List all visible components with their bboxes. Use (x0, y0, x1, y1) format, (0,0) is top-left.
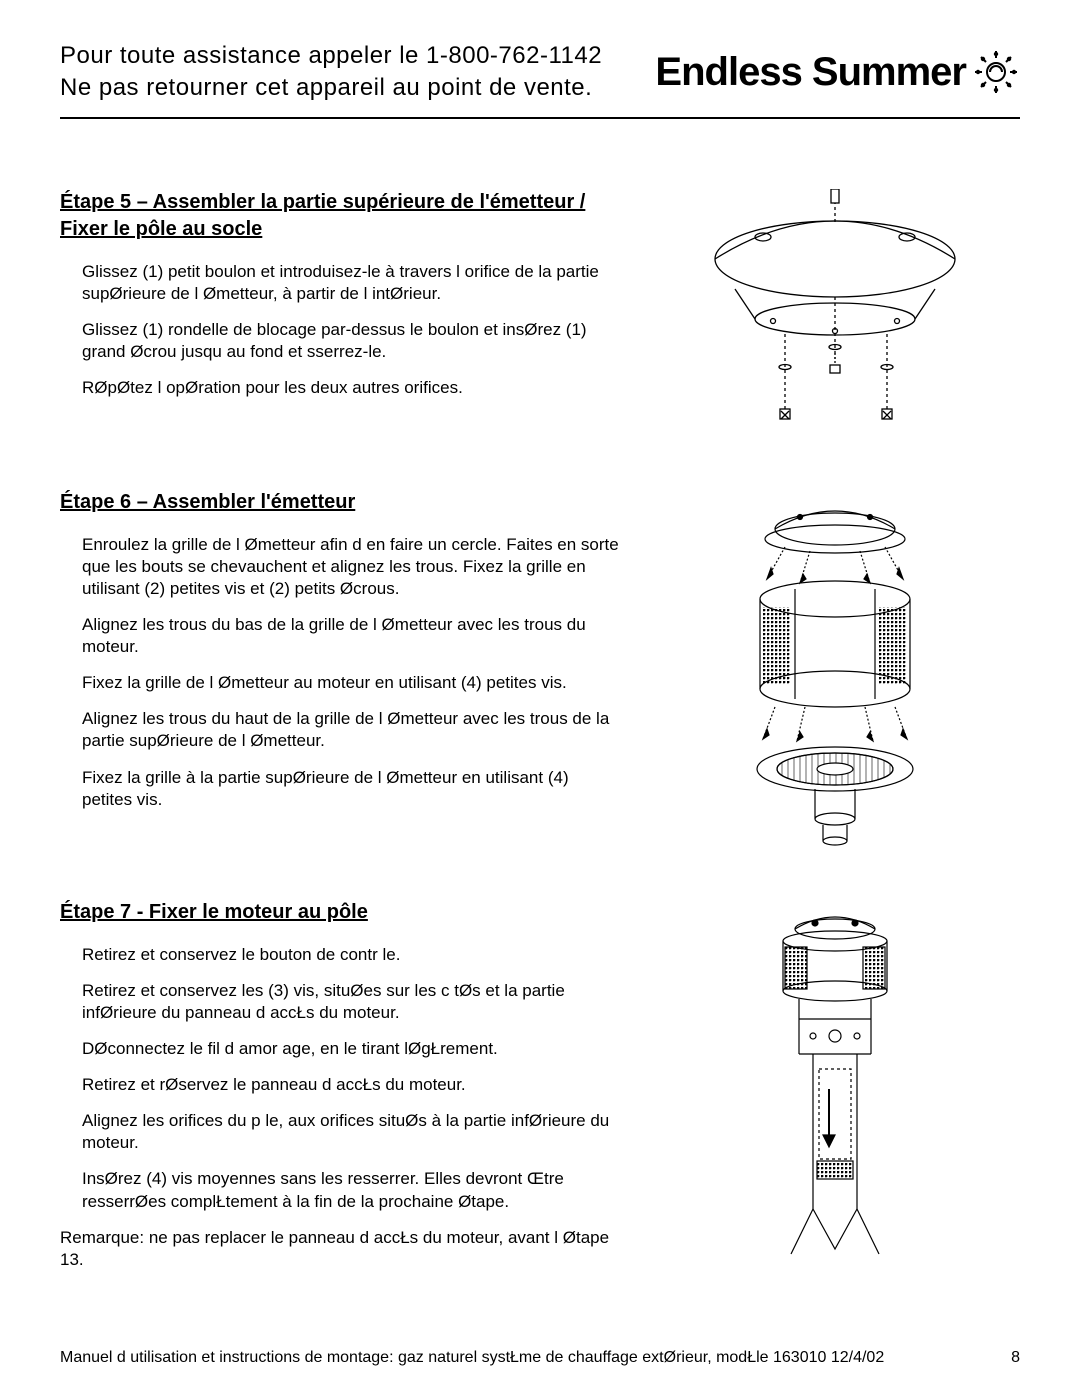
step-7-p1: Retirez et conservez le bouton de contr … (82, 944, 620, 966)
step-5-diagram (650, 189, 1020, 429)
step-6-p2: Alignez les trous du bas de la grille de… (82, 614, 620, 658)
step-5-p1: Glissez (1) petit boulon et introduisez-… (82, 261, 620, 305)
step-7-p5: Alignez les orifices du p le, aux orific… (82, 1110, 620, 1154)
step-6-text: Étape 6 – Assembler l'émetteur Enroulez … (60, 489, 620, 849)
step-6-diagram (650, 489, 1020, 849)
step-7-text: Étape 7 - Fixer le moteur au pôle Retire… (60, 899, 620, 1285)
step-5-section: Étape 5 – Assembler la partie supérieure… (60, 189, 1020, 429)
step-5-title: Étape 5 – Assembler la partie supérieure… (60, 189, 620, 243)
step-5-p3: RØpØtez l opØration pour les deux autres… (82, 377, 620, 399)
step-6-title: Étape 6 – Assembler l'émetteur (60, 489, 620, 516)
step-6-p3: Fixez la grille de l Ømetteur au moteur … (82, 672, 620, 694)
step-5-p2: Glissez (1) rondelle de blocage par-dess… (82, 319, 620, 363)
brand-name: Endless Summer (655, 50, 966, 95)
page-header: Pour toute assistance appeler le 1-800-7… (60, 40, 1020, 119)
step-7-p4: Retirez et rØservez le panneau d accŁs d… (82, 1074, 620, 1096)
step-7-diagram (650, 899, 1020, 1285)
step-7-p3: DØconnectez le fil d amor age, en le tir… (82, 1038, 620, 1060)
step-7-title: Étape 7 - Fixer le moteur au pôle (60, 899, 620, 926)
assistance-text: Pour toute assistance appeler le 1-800-7… (60, 40, 602, 105)
sun-icon (972, 48, 1020, 96)
step-7-p6: InsØrez (4) vis moyennes sans les resser… (82, 1168, 620, 1212)
page-number: 8 (1011, 1349, 1020, 1367)
assistance-line1: Pour toute assistance appeler le 1-800-7… (60, 40, 602, 72)
step-7-section: Étape 7 - Fixer le moteur au pôle Retire… (60, 899, 1020, 1285)
brand-logo: Endless Summer (655, 48, 1020, 96)
step-6-p4: Alignez les trous du haut de la grille d… (82, 708, 620, 752)
step-6-section: Étape 6 – Assembler l'émetteur Enroulez … (60, 489, 1020, 849)
footer-text: Manuel d utilisation et instructions de … (60, 1349, 884, 1367)
step-5-text: Étape 5 – Assembler la partie supérieure… (60, 189, 620, 429)
step-7-p2: Retirez et conservez les (3) vis, situØe… (82, 980, 620, 1024)
step-7-note: Remarque: ne pas replacer le panneau d a… (60, 1227, 620, 1271)
page-footer: Manuel d utilisation et instructions de … (60, 1349, 1020, 1367)
step-6-p1: Enroulez la grille de l Ømetteur afin d … (82, 534, 620, 600)
assistance-line2: Ne pas retourner cet appareil au point d… (60, 72, 602, 104)
step-6-p5: Fixez la grille à la partie supØrieure d… (82, 767, 620, 811)
